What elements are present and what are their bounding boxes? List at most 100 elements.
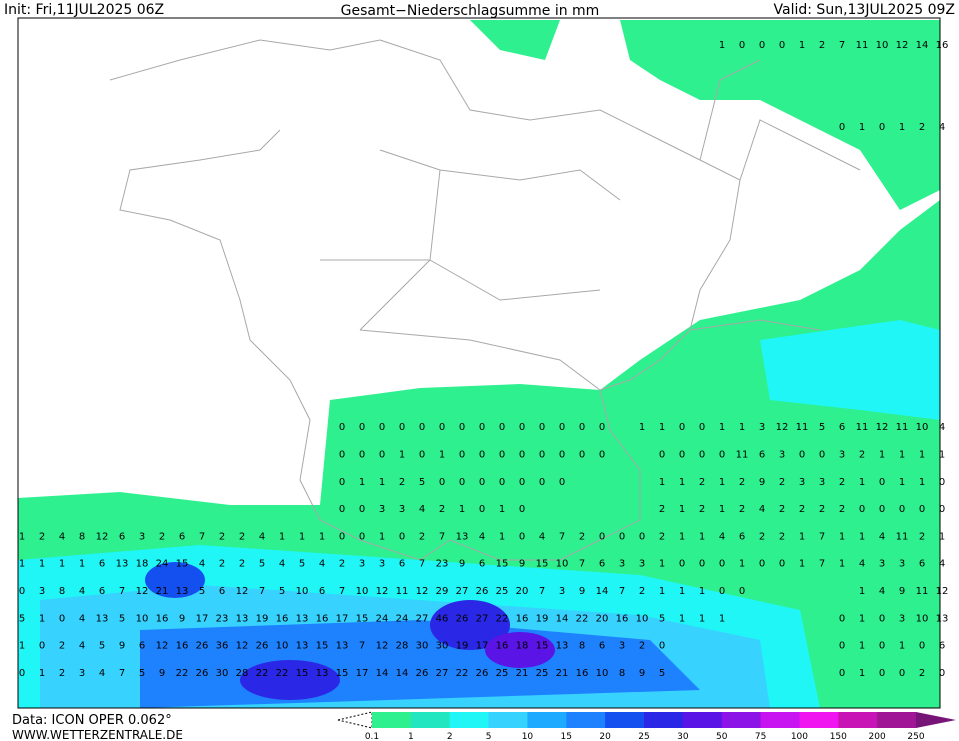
precip-value: 10	[596, 668, 609, 679]
precip-value: 0	[699, 450, 705, 461]
precip-value: 17	[196, 613, 209, 624]
precip-value: 2	[399, 477, 405, 488]
precip-value: 4	[879, 586, 885, 597]
precip-value: 9	[579, 586, 585, 597]
precip-value: 11	[896, 422, 909, 433]
precip-value: 1	[679, 504, 685, 515]
precip-value: 0	[899, 668, 905, 679]
precip-value: 0	[339, 477, 345, 488]
precip-value: 0	[359, 422, 365, 433]
precip-value: 0	[879, 477, 885, 488]
precip-value: 1	[299, 531, 305, 542]
precip-value: 1	[39, 668, 45, 679]
precip-value: 0	[519, 422, 525, 433]
precip-value: 21	[556, 668, 569, 679]
precip-value: 0	[459, 450, 465, 461]
precip-value: 14	[376, 668, 389, 679]
precip-heavy	[145, 562, 205, 598]
precip-value: 16	[516, 613, 529, 624]
precip-value: 0	[399, 531, 405, 542]
precip-value: 2	[219, 531, 225, 542]
precip-value: 0	[879, 668, 885, 679]
precip-value: 23	[436, 559, 449, 570]
precip-value: 7	[259, 586, 265, 597]
precip-value: 7	[199, 531, 205, 542]
precip-value: 5	[659, 613, 665, 624]
precip-value: 0	[499, 477, 505, 488]
colorbar-label: 25	[638, 732, 649, 741]
precip-value: 0	[499, 422, 505, 433]
precip-value: 0	[679, 559, 685, 570]
colorbar-segment	[682, 712, 723, 728]
precip-value: 4	[59, 531, 65, 542]
precip-value: 1	[499, 504, 505, 515]
precip-value: 16	[316, 613, 329, 624]
precip-value: 1	[859, 668, 865, 679]
precip-value: 0	[479, 504, 485, 515]
precip-value: 1	[859, 586, 865, 597]
precip-value: 2	[919, 122, 925, 133]
precip-value: 4	[539, 531, 545, 542]
precip-value: 26	[196, 641, 209, 652]
precip-value: 28	[396, 641, 409, 652]
colorbar-segment	[605, 712, 645, 728]
precip-value: 1	[799, 531, 805, 542]
precip-value: 0	[539, 450, 545, 461]
precip-value: 1	[839, 531, 845, 542]
precip-value: 0	[879, 641, 885, 652]
precip-value: 16	[276, 613, 289, 624]
precip-value: 13	[296, 641, 309, 652]
country-border	[689, 59, 861, 331]
colorbar-arrow	[916, 712, 956, 728]
precip-value: 5	[419, 477, 425, 488]
precip-value: 4	[279, 559, 285, 570]
colorbar-segment	[721, 712, 762, 728]
precip-value: 5	[819, 422, 825, 433]
colorbar-label: 75	[755, 732, 766, 741]
precip-value: 3	[879, 559, 885, 570]
precip-value: 1	[719, 504, 725, 515]
precip-value: 12	[876, 422, 889, 433]
colorbar-label: 50	[716, 732, 728, 741]
colorbar-label: 100	[791, 732, 808, 741]
region-border	[320, 149, 621, 391]
precip-value: 13	[176, 586, 189, 597]
precip-value: 7	[419, 559, 425, 570]
precip-value: 13	[236, 613, 249, 624]
colorbar-label: 10	[522, 732, 534, 741]
country-border	[109, 39, 741, 561]
precip-value: 1	[679, 477, 685, 488]
precip-value: 10	[916, 422, 929, 433]
precip-value: 2	[819, 504, 825, 515]
precip-value: 1	[899, 122, 905, 133]
precip-value: 1	[859, 122, 865, 133]
precip-value: 0	[699, 559, 705, 570]
precip-value: 7	[619, 586, 625, 597]
colorbar-segment	[527, 712, 567, 728]
precip-value: 6	[99, 586, 105, 597]
precip-value: 0	[339, 531, 345, 542]
precip-value: 1	[359, 477, 365, 488]
precip-value: 1	[859, 613, 865, 624]
precip-value: 10	[556, 559, 569, 570]
precip-value: 9	[759, 477, 765, 488]
precip-value: 3	[39, 586, 45, 597]
precip-value: 0	[379, 422, 385, 433]
precip-value: 0	[519, 450, 525, 461]
precip-value: 30	[216, 668, 229, 679]
precip-value: 0	[559, 450, 565, 461]
precip-value: 1	[699, 586, 705, 597]
precip-value: 4	[99, 668, 105, 679]
precip-value: 0	[939, 477, 945, 488]
precip-value: 15	[536, 559, 549, 570]
precip-value: 0	[639, 531, 645, 542]
colorbar-label: 0.1	[365, 732, 379, 741]
precip-value: 3	[639, 559, 645, 570]
precip-value: 4	[79, 586, 85, 597]
colorbar-segment	[877, 712, 917, 728]
precip-value: 24	[156, 559, 169, 570]
precip-value: 22	[496, 613, 509, 624]
precip-value: 1	[919, 477, 925, 488]
colorbar-segment	[838, 712, 878, 728]
